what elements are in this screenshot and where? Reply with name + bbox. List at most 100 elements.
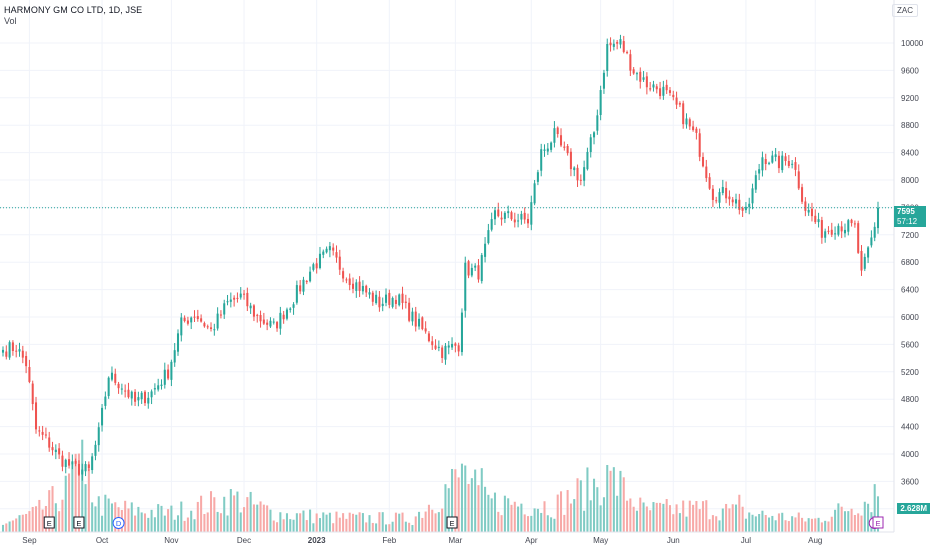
volume-bar (276, 522, 279, 532)
volume-bar (41, 509, 44, 532)
volume-bar (378, 512, 381, 532)
candle-body (533, 183, 536, 204)
earnings-marker (446, 516, 458, 529)
volume-bar (635, 510, 638, 532)
volume-bar (173, 519, 176, 532)
volume-bar (424, 511, 427, 532)
last-price-label: 7595 (894, 206, 926, 217)
volume-bar (457, 477, 460, 532)
volume-bar (675, 504, 678, 532)
price-tick-label: 4400 (901, 423, 919, 432)
earnings-icon[interactable]: E (43, 516, 55, 529)
time-axis[interactable]: Sep Oct Nov Dec 2023 Feb Mar Apr May Jun Jul Aug (22, 536, 822, 545)
candle-body (616, 41, 619, 44)
volume-bar (731, 504, 734, 532)
volume-bar (368, 515, 371, 532)
candle-body (365, 285, 368, 293)
volume-bar (51, 486, 54, 532)
candle-body (338, 256, 341, 270)
candle-body (457, 345, 460, 352)
price-tick-label: 10000 (901, 39, 924, 48)
volume-bar (589, 500, 592, 532)
currency-badge[interactable]: ZAC (892, 4, 918, 17)
candle-body (850, 219, 853, 224)
candle-body (289, 308, 292, 310)
candle-body (477, 265, 480, 280)
candle-body (503, 212, 506, 219)
volume-bar (705, 500, 708, 532)
volume-bar (81, 439, 84, 532)
candle-body (569, 151, 572, 170)
candle-body (721, 186, 724, 194)
volume-bar (401, 512, 404, 532)
candle-body (124, 390, 127, 392)
time-tick-label: Nov (164, 536, 178, 545)
price-tick-label: 8400 (901, 149, 919, 158)
candle-body (309, 271, 312, 282)
candle-body (68, 459, 71, 466)
time-tick-label: Aug (808, 536, 822, 545)
candle-body (500, 217, 503, 220)
candle-body (748, 203, 751, 208)
volume-bar (414, 516, 417, 532)
candle-body (408, 302, 411, 321)
volume-bar (246, 497, 249, 532)
candle-body (579, 179, 582, 181)
volume-bar (134, 515, 137, 532)
candle-body (150, 391, 153, 398)
dividend-icon[interactable]: D (112, 517, 125, 529)
earnings-icon[interactable]: E (446, 516, 458, 529)
volume-indicator-label[interactable]: Vol (4, 16, 17, 26)
time-tick-label: Mar (448, 536, 462, 545)
volume-bar (150, 509, 153, 532)
volume-bar (391, 521, 394, 532)
volume-bar (804, 521, 807, 532)
candle-body (645, 76, 648, 88)
volume-bar (186, 517, 189, 532)
volume-bar (371, 522, 374, 532)
volume-bar (305, 520, 308, 532)
candle-body (830, 229, 833, 235)
candle-body (18, 349, 21, 352)
candle-body (48, 437, 51, 448)
volume-bar (777, 513, 780, 532)
volume-bar (38, 499, 41, 532)
candle-body (368, 292, 371, 295)
candle-body (771, 155, 774, 163)
volume-bar (196, 501, 199, 532)
symbol-title[interactable]: HARMONY GM CO LTD, 1D, JSE (4, 5, 143, 15)
volume-bar (609, 470, 612, 532)
earnings-icon[interactable]: E (872, 516, 884, 529)
candle-body (305, 281, 308, 283)
candle-body (295, 285, 298, 303)
candle-body (107, 377, 110, 397)
volume-bar (216, 511, 219, 532)
volume-bar (616, 495, 619, 532)
volume-bar (239, 512, 242, 532)
volume-bar (583, 510, 586, 532)
price-axis[interactable]: 3200360040004400480052005600600064006800… (901, 39, 924, 514)
candle-body (583, 167, 586, 181)
candle-body (639, 71, 642, 82)
candle-body (252, 305, 255, 317)
candle-body (490, 219, 493, 230)
price-tick-label: 8800 (901, 121, 919, 130)
candle-body (692, 126, 695, 131)
price-tick-label: 4800 (901, 395, 919, 404)
volume-bar (243, 507, 246, 532)
earnings-icon[interactable]: E (73, 516, 85, 529)
volume-bar (259, 501, 262, 532)
candle-body (493, 210, 497, 220)
volume-bar (659, 502, 662, 532)
volume-bar (404, 521, 407, 532)
volume-bar (708, 519, 711, 532)
candle-body (741, 207, 744, 211)
volume-bar (606, 465, 609, 532)
volume-bar (642, 502, 645, 532)
volume-bar (768, 517, 771, 532)
event-marker-label: E (875, 519, 880, 528)
candle-body (520, 213, 523, 220)
